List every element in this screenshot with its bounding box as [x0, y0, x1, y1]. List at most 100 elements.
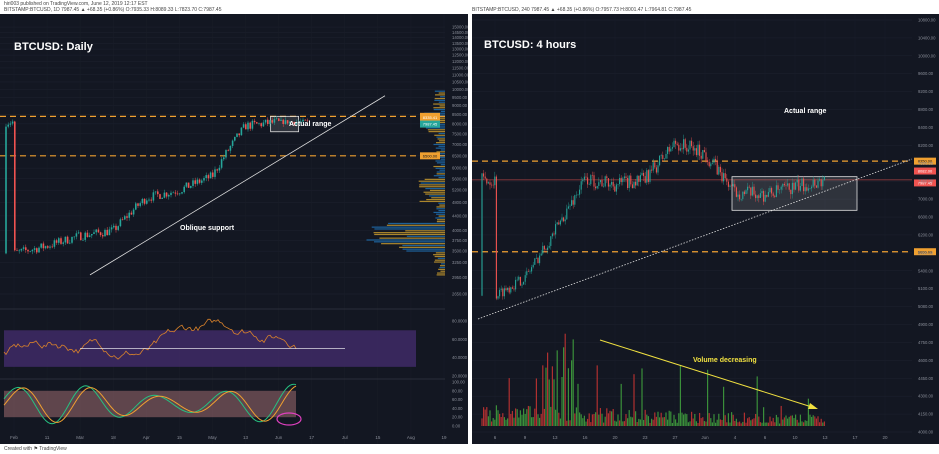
- four-hour-candle-body: [599, 180, 601, 183]
- volume-bar: [771, 421, 773, 426]
- four-hour-candle-body: [631, 184, 633, 189]
- daily-candle-body: [64, 236, 67, 243]
- four-hour-candle-body: [807, 188, 809, 191]
- volume-bar: [732, 414, 734, 426]
- four-hour-y-tick-label: 5800.00: [918, 250, 934, 255]
- four-hour-candle-body: [679, 148, 681, 151]
- four-hour-candle-body: [788, 183, 790, 190]
- daily-candle-body: [102, 235, 104, 237]
- four-hour-x-tick-label: 27: [672, 435, 678, 440]
- symbol-line-4h: BITSTAMP:BTCUSD, 240 7987.45 ▲ +68.35 (+…: [472, 7, 692, 13]
- four-hour-price-badge-label: 8082.00: [918, 169, 933, 174]
- volume-profile-bar: [438, 176, 445, 179]
- volume-profile-bar: [399, 246, 445, 248]
- volume-bar: [654, 412, 656, 426]
- daily-candle-body: [159, 194, 161, 199]
- four-hour-candle-body: [534, 258, 536, 265]
- volume-bar: [548, 379, 550, 426]
- volume-bar: [652, 419, 654, 426]
- volume-profile-bar: [440, 110, 445, 113]
- daily-x-tick-label: 18: [111, 435, 117, 440]
- volume-bar: [601, 413, 603, 426]
- volume-bar: [711, 422, 713, 426]
- volume-bar: [614, 420, 616, 426]
- volume-bar: [708, 413, 710, 426]
- four-hour-x-tick-label: 10: [792, 435, 798, 440]
- daily-candle-body: [69, 242, 71, 244]
- daily-candle-body: [27, 249, 29, 252]
- four-hour-x-tick-label: 23: [642, 435, 648, 440]
- volume-profile-bar: [437, 138, 445, 140]
- volume-bar: [806, 420, 808, 426]
- volume-bar: [643, 419, 645, 426]
- stoch-y-tick-label: 100.00: [452, 380, 465, 385]
- four-hour-candle-body: [615, 184, 617, 192]
- volume-profile-bar: [406, 235, 445, 237]
- four-hour-candle-body: [572, 200, 574, 205]
- volume-profile-bar: [440, 164, 445, 166]
- four-hour-candle-body: [734, 184, 736, 188]
- four-hour-level-badge: [914, 157, 936, 165]
- volume-profile-bar: [436, 173, 445, 175]
- volume-bar: [508, 378, 510, 426]
- four-hour-candle-body: [607, 178, 609, 187]
- four-hour-candle-body: [700, 155, 702, 159]
- four-hour-candle-body: [668, 147, 670, 152]
- four-hour-candle-body: [815, 185, 817, 188]
- daily-candle-body: [289, 121, 291, 124]
- volume-profile-bar: [420, 182, 445, 184]
- four-hour-candle-body: [678, 144, 680, 151]
- daily-candle-body: [53, 240, 56, 247]
- four-hour-candle-body: [745, 190, 747, 195]
- four-hour-candle-body: [711, 162, 713, 164]
- volume-profile-bar: [438, 92, 445, 94]
- daily-candle-body: [93, 232, 95, 234]
- daily-x-tick-label: May: [208, 435, 217, 440]
- volume-profile-bar: [434, 134, 445, 136]
- volume-bar: [755, 413, 757, 426]
- four-hour-x-tick-label: 20: [882, 435, 888, 440]
- daily-candle-body: [207, 175, 210, 179]
- four-hour-candle-body: [759, 193, 761, 198]
- daily-x-tick-label: 15: [177, 435, 183, 440]
- daily-candle-body: [198, 179, 201, 183]
- four-hour-candle-body: [639, 175, 641, 182]
- four-hour-candle-body: [686, 147, 688, 152]
- four-hour-candle-body: [735, 187, 737, 197]
- daily-candle-body: [170, 192, 172, 195]
- four-hour-candle-body: [705, 152, 707, 161]
- stoch-d-line: [3, 385, 297, 423]
- volume-bar: [804, 420, 806, 426]
- four-hour-x-axis: 6 9 13 16 20 23 27 Jun 4 6 10 13 17 20: [494, 435, 888, 440]
- four-hour-candle-body: [796, 179, 798, 183]
- volume-bar: [750, 420, 752, 426]
- volume-bar: [620, 383, 622, 426]
- daily-candle-body: [88, 235, 91, 237]
- volume-bar: [487, 416, 489, 426]
- volume-bar: [707, 369, 709, 426]
- daily-candle-body: [203, 178, 205, 181]
- volume-bar: [559, 418, 561, 426]
- stoch-y-tick-label: 60.00: [452, 397, 463, 402]
- volume-profile-bar: [435, 167, 445, 169]
- chart-area[interactable]: 8400.00 6500.00 8335.41 7987.45 15000.00145…: [0, 14, 939, 444]
- volume-bar: [622, 421, 624, 426]
- four-hour-candle-body: [612, 181, 614, 187]
- volume-bar: [772, 417, 774, 426]
- daily-candle-body: [251, 120, 254, 129]
- four-hour-candle-body: [516, 279, 518, 281]
- four-hour-candle-body: [707, 160, 709, 162]
- volume-bar: [606, 408, 608, 426]
- volume-bar: [523, 408, 525, 426]
- daily-x-tick-label: Mar: [76, 435, 84, 440]
- four-hour-candle-body: [710, 163, 712, 167]
- daily-x-tick-label: Aug: [407, 435, 416, 440]
- four-hour-candle-body: [619, 177, 621, 185]
- volume-bar: [774, 422, 776, 426]
- daily-x-tick-label: 13: [243, 435, 249, 440]
- volume-bar: [729, 422, 731, 426]
- volume-bar: [822, 422, 824, 426]
- volume-bar: [583, 415, 585, 426]
